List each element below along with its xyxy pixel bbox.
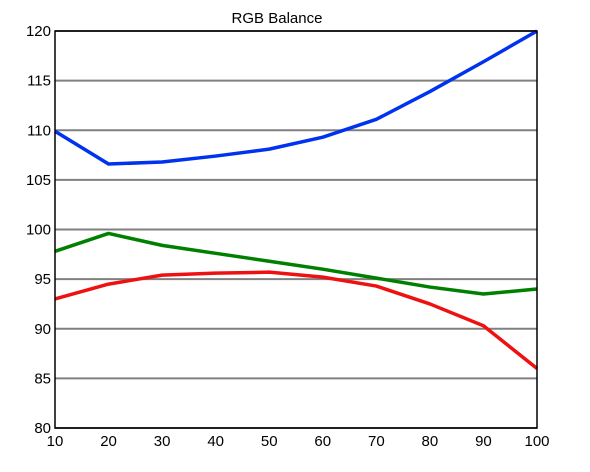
y-tick-label: 85 — [34, 370, 51, 387]
data-series — [54, 29, 539, 370]
x-tick-label: 50 — [261, 433, 278, 450]
x-tick-label: 80 — [422, 433, 439, 450]
series-line — [54, 29, 538, 166]
y-tick-label: 90 — [34, 321, 51, 338]
series-line — [54, 270, 539, 370]
x-tick-label: 10 — [47, 433, 64, 450]
y-tick-label: 100 — [26, 222, 51, 239]
x-tick-label: 100 — [524, 433, 549, 450]
y-tick-label: 95 — [34, 271, 51, 288]
x-tick-label: 60 — [314, 433, 331, 450]
y-tick-label: 110 — [27, 122, 51, 139]
y-tick-label: 115 — [27, 73, 51, 90]
y-tick-label: 105 — [26, 172, 51, 189]
x-tick-label: 20 — [100, 433, 117, 450]
series-line — [54, 231, 538, 296]
chart-title: RGB Balance — [232, 10, 323, 27]
x-tick-label: 70 — [368, 433, 385, 450]
x-tick-label: 40 — [207, 433, 224, 450]
y-tick-label: 80 — [34, 420, 51, 437]
y-axis-tick-labels: 80 85 90 95 100 105 110 115 120 — [26, 23, 51, 437]
x-tick-label: 30 — [154, 433, 171, 450]
plot-area-frame — [54, 30, 538, 429]
x-axis-tick-labels: 10 20 30 40 50 60 70 80 90 100 — [47, 433, 550, 450]
y-tick-label: 120 — [26, 23, 51, 40]
x-tick-label: 90 — [475, 433, 492, 450]
gridlines — [55, 30, 537, 429]
